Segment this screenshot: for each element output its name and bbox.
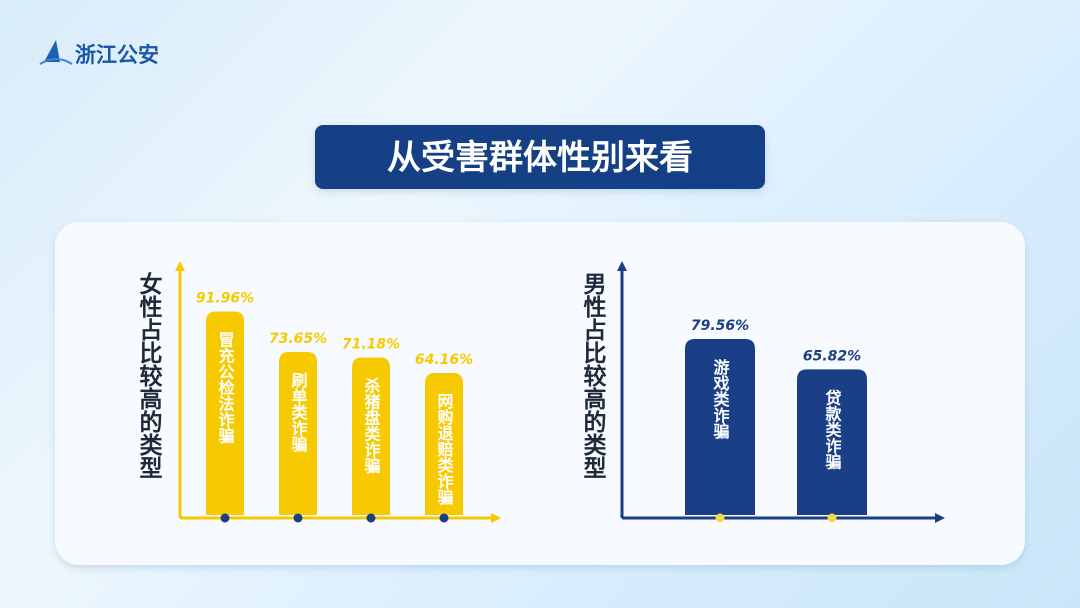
bar (425, 373, 463, 515)
axis-dot (366, 513, 376, 523)
x-axis-arrow (935, 513, 945, 523)
logo: 浙江公安 (39, 40, 159, 67)
value-label: 65.82% (803, 348, 861, 364)
panel (55, 222, 1025, 565)
value-label: 91.96% (196, 291, 254, 307)
bar (685, 338, 755, 515)
category-label: 贷款类诈骗 (823, 388, 842, 470)
value-label: 79.56% (691, 318, 749, 334)
title-box (315, 125, 765, 189)
category-label: 刷单类诈骗 (289, 372, 308, 453)
x-axis-arrow (491, 513, 501, 523)
axis-dot (293, 513, 303, 523)
category-label: 网购退赔类诈骗 (435, 393, 455, 506)
value-label: 64.16% (415, 352, 473, 368)
logo-icon (39, 58, 73, 65)
y-axis-label: 男性占比较高的类型 (579, 272, 607, 479)
axis-dot (715, 513, 725, 523)
y-axis-label: 女性占比较高的类型 (135, 271, 163, 479)
title: 从受害群体性别来看 (387, 138, 693, 178)
category-label: 冒充公检法诈骗 (216, 332, 235, 445)
value-label: 71.18% (342, 337, 400, 353)
bar (797, 369, 867, 515)
category-label: 杀猪盘类诈骗 (362, 377, 382, 475)
logo-icon (44, 40, 60, 62)
axis-dot (439, 513, 449, 523)
y-axis-arrow (617, 261, 627, 271)
bar (206, 311, 244, 515)
logo-text: 浙江公安 (75, 43, 159, 67)
bar (279, 352, 317, 515)
axis-dot (827, 513, 837, 523)
bar (352, 357, 390, 515)
axis-dot (220, 513, 230, 523)
y-axis-arrow (175, 261, 185, 271)
value-label: 73.65% (269, 331, 327, 347)
charts: 女性占比较高的类型 91.96% 冒充公检法诈骗 73.65% 刷单类诈骗 71.18% 杀… (135, 261, 945, 523)
category-label: 游戏类诈骗 (711, 358, 731, 440)
